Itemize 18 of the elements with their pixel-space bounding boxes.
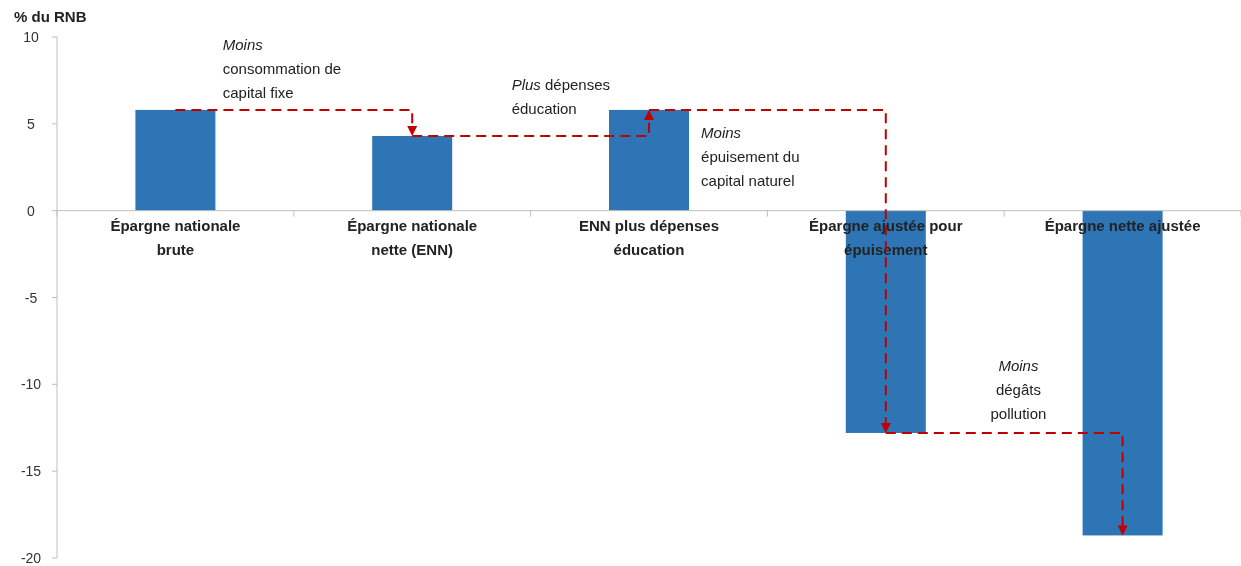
bar	[609, 109, 689, 211]
y-tick-label: -20	[20, 550, 42, 566]
annotation: Plus dépenses éducation	[511, 75, 611, 117]
bar	[135, 109, 216, 211]
y-tick-label: 5	[27, 115, 36, 132]
bar	[372, 135, 453, 211]
y-tick-label: -10	[20, 376, 42, 393]
y-tick-label: 0	[27, 202, 36, 219]
y-tick-label: -5	[24, 289, 38, 306]
x-tick-label: Épargne nationale nette (ENN)	[347, 216, 478, 258]
y-tick-label: -15	[20, 463, 42, 480]
annotation: Moins dégâts pollution	[990, 356, 1047, 422]
x-tick-label: ENN plus dépenses éducation	[578, 216, 720, 258]
annotation: Moins épuisement du capital naturel	[701, 123, 800, 189]
y-tick-label: 10	[23, 29, 39, 45]
annotation: Moins consommation de capital fixe	[222, 35, 342, 101]
y-axis-title: % du RNB	[14, 8, 87, 25]
x-tick-label: Épargne nationale brute	[110, 216, 241, 258]
